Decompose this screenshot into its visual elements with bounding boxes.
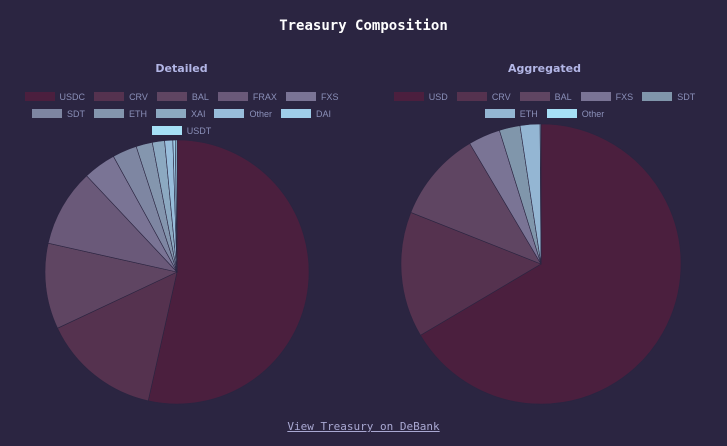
aggregated-slice-usd[interactable] [420, 123, 682, 405]
legend-item-bal[interactable]: BAL [156, 91, 209, 102]
legend-swatch [393, 92, 424, 101]
legend-swatch [546, 109, 577, 118]
legend-swatch [155, 109, 186, 118]
legend-label: DAI [316, 108, 332, 119]
legend-row: USDT [0, 122, 363, 139]
legend-item-eth[interactable]: ETH [93, 108, 147, 119]
legend-item-fxs[interactable]: FXS [285, 91, 339, 102]
legend-swatch [94, 92, 125, 101]
legend-swatch [156, 92, 187, 101]
legend-label: USDC [59, 91, 86, 102]
legend-swatch [642, 92, 673, 101]
detailed-slice-usdt[interactable] [175, 139, 178, 273]
aggregated-slice-other[interactable] [539, 123, 542, 265]
legend-label: USDT [186, 125, 212, 136]
legend-label: Other [249, 108, 272, 119]
legend-swatch [285, 92, 316, 101]
legend-row: ETH Other [363, 105, 726, 122]
legend-item-crv[interactable]: CRV [94, 92, 148, 102]
legend-swatch [24, 92, 55, 101]
detailed-chart-panel: Detailed USDC CRV BAL FRAX FXS SDT ETH XAI Other… [0, 0, 363, 420]
legend-label: BAL [554, 91, 572, 102]
legend-item-crv[interactable]: CRV [456, 91, 511, 102]
legend-label: ETH [519, 108, 538, 119]
legend-label: CRV [491, 91, 511, 102]
aggregated-chart-panel: Aggregated USD CRV BAL FXS SDT ETH Other [363, 0, 726, 420]
chart-title: Treasury Composition [279, 18, 448, 34]
legend-item-other[interactable]: Other [214, 109, 272, 119]
legend-item-other[interactable]: Other [546, 108, 605, 119]
legend-label: ETH [128, 108, 147, 119]
legend-swatch [456, 92, 487, 101]
legend-item-fxs[interactable]: FXS [580, 91, 634, 102]
aggregated-slice-bal[interactable] [410, 143, 542, 265]
legend-item-dai[interactable]: DAI [281, 109, 331, 119]
legend-item-usdc[interactable]: USDC [24, 91, 86, 102]
detailed-slice-crv[interactable] [57, 271, 178, 402]
legend-row: USD CRV BAL FXS SDT [363, 88, 726, 105]
legend-row: USDC CRV BAL FRAX FXS [0, 88, 363, 105]
legend-label: FRAX [252, 91, 277, 102]
legend-row: SDT ETH XAI Other DAI [0, 105, 363, 122]
legend-item-xai[interactable]: XAI [155, 108, 206, 119]
detailed-chart-title: Detailed [155, 62, 208, 75]
detailed-slice-frax[interactable] [47, 175, 178, 273]
detailed-legend: USDC CRV BAL FRAX FXS SDT ETH XAI Other DAI USDT [0, 88, 363, 139]
aggregated-pie-chart [400, 123, 682, 405]
legend-swatch [519, 92, 550, 101]
legend-swatch [151, 126, 182, 135]
legend-label: XAI [190, 108, 206, 119]
legend-label: FXS [615, 91, 634, 102]
legend-item-sdt[interactable]: SDT [642, 92, 695, 102]
legend-swatch [93, 109, 124, 118]
legend-swatch [31, 109, 62, 118]
aggregated-slice-crv[interactable] [400, 212, 542, 336]
legend-label: SDT [66, 108, 85, 119]
detailed-slice-usdc[interactable] [147, 139, 310, 405]
legend-item-usd[interactable]: USD [393, 91, 448, 102]
legend-swatch [214, 109, 245, 118]
legend-label: FXS [320, 91, 339, 102]
aggregated-legend: USD CRV BAL FXS SDT ETH Other [363, 88, 726, 122]
aggregated-chart-title: Aggregated [507, 62, 582, 75]
legend-item-eth[interactable]: ETH [484, 108, 538, 119]
legend-swatch [484, 109, 515, 118]
legend-swatch [281, 109, 311, 118]
detailed-pie-chart [44, 139, 310, 405]
legend-item-sdt[interactable]: SDT [31, 108, 85, 119]
legend-item-bal[interactable]: BAL [519, 91, 572, 102]
legend-label: Other [581, 108, 605, 119]
legend-item-usdt[interactable]: USDT [151, 125, 212, 136]
legend-label: CRV [129, 91, 148, 102]
legend-label: USD [428, 91, 448, 102]
legend-swatch [580, 92, 611, 101]
legend-label: BAL [191, 91, 209, 102]
view-treasury-link[interactable]: View Treasury on DeBank [287, 420, 440, 433]
detailed-slice-bal[interactable] [44, 242, 178, 329]
legend-swatch [217, 92, 248, 101]
legend-label: SDT [677, 91, 696, 102]
legend-item-frax[interactable]: FRAX [217, 91, 277, 102]
